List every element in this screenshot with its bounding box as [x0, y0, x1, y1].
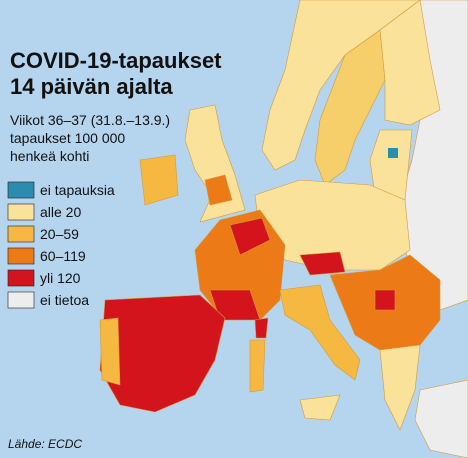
legend-swatch — [7, 291, 35, 309]
subtitle-line: henkeä kohti — [10, 148, 89, 164]
countries — [99, 0, 468, 458]
title-line: COVID-19-tapaukset — [10, 48, 222, 73]
legend-label: ei tapauksia — [40, 182, 115, 198]
legend-swatch — [7, 225, 35, 243]
balkan-hotspot — [374, 289, 396, 311]
italy — [279, 284, 361, 381]
corsica — [254, 317, 269, 339]
legend-panel: COVID-19-tapaukset 14 päivän ajalta Viik… — [7, 48, 222, 309]
legend-swatch — [7, 203, 35, 221]
legend-swatch — [7, 181, 35, 199]
sicily — [299, 394, 341, 421]
subtitle-line: tapaukset 100 000 — [10, 130, 125, 146]
legend-swatch — [7, 247, 35, 265]
czech-hotspot — [299, 251, 346, 276]
source: Lähde: ECDC — [8, 437, 82, 451]
subtitle-line: Viikot 36–37 (31.8.–13.9.) — [10, 112, 170, 128]
legend-label: ei tietoa — [40, 292, 89, 308]
france-hotspot-north — [229, 217, 271, 256]
legend-swatch — [7, 269, 35, 287]
no-data-turkey — [414, 379, 468, 458]
finland — [379, 0, 441, 126]
ireland — [139, 154, 179, 206]
no-cases-region — [388, 148, 398, 158]
legend-label: 20–59 — [40, 226, 79, 242]
sardinia — [249, 339, 266, 393]
portugal — [99, 317, 121, 386]
iberia — [99, 294, 226, 413]
legend: ei tapauksia alle 20 20–59 60–119 yli 120 ei … — [7, 181, 115, 309]
legend-label: 60–119 — [40, 248, 86, 264]
uk-hotspot — [204, 174, 233, 206]
legend-label: yli 120 — [40, 270, 81, 286]
title-line: 14 päivän ajalta — [10, 74, 173, 99]
legend-label: alle 20 — [40, 204, 81, 220]
greece — [379, 344, 421, 431]
